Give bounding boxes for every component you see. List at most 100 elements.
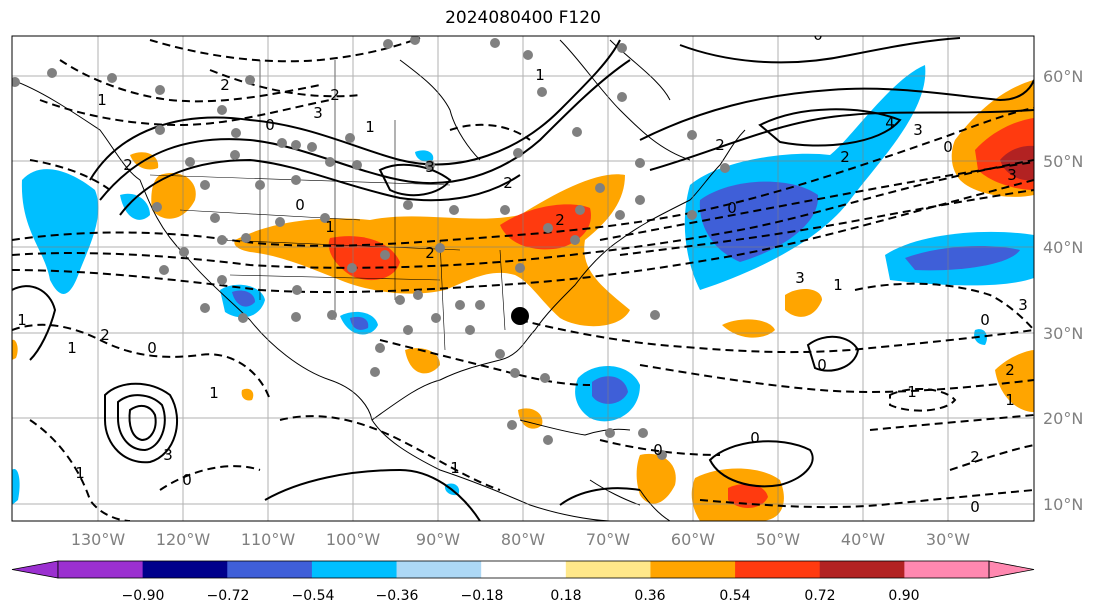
contour-label: 1 [450,459,460,477]
negative-contours [12,37,1034,521]
colorbar-tick: 0.36 [634,588,665,604]
latitude-labels: 60°N 50°N 40°N 30°N 20°N 10°N [1043,67,1083,514]
colorbar-segment [58,561,144,578]
contour-label: 0 [750,429,760,447]
colorbar-segment [311,561,398,578]
contour-label: 1 [209,384,219,402]
contour-label: 3 [795,269,805,287]
positive-contours [12,37,1034,521]
longitude-labels: 130°W 120°W 110°W 100°W 90°W 80°W 70°W 6… [71,530,970,549]
contour-label: 3 [163,446,173,464]
colorbar-tick: −0.18 [461,588,504,604]
contour-label: 1 [97,91,107,109]
lat-label-40n: 40°N [1043,238,1083,257]
contour-label: 1 [907,383,917,401]
lon-label-90w: 90°W [416,530,460,549]
lon-label-100w: 100°W [326,530,381,549]
lon-label-60w: 60°W [671,530,715,549]
contour-label: 0 [817,356,827,374]
lat-label-60n: 60°N [1043,67,1083,86]
contour-label: 0 [980,311,990,329]
lat-label-50n: 50°N [1043,152,1083,171]
contour-label: 0 [147,339,157,357]
contour-label: 0 [970,498,980,516]
state-borders [149,60,506,351]
coastlines [12,39,746,521]
contour-label: 0 [943,138,953,156]
contour-label: 2 [425,244,435,262]
lon-label-120w: 120°W [156,530,211,549]
colorbar-segment [142,561,228,578]
colorbar-ticks: −0.90 −0.72 −0.54 −0.36 −0.18 0.18 0.36 … [122,588,920,604]
storm-center-marker [511,307,529,325]
contour-label: 1 [365,118,375,136]
colorbar-segment [481,561,567,578]
contour-label: 3 [425,158,435,176]
contour-label: 2 [715,136,725,154]
lon-label-50w: 50°W [756,530,800,549]
map-title: 2024080400 F120 [445,8,601,28]
station-markers [12,36,730,460]
contour-label: 2 [330,86,340,104]
contour-label: 0 [182,471,192,489]
contour-label: 1 [833,276,843,294]
contour-label: 2 [100,326,110,344]
lon-label-80w: 80°W [501,530,545,549]
contour-label: 2 [503,174,513,192]
map-frame [11,35,1035,522]
colorbar-segment [227,561,313,578]
contour-label: 0 [813,26,823,44]
contour-label: 2 [970,448,980,466]
contour-label: 4 [885,114,895,132]
contour-label: 2 [555,211,565,229]
colorbar-segment [819,561,905,578]
contour-label: 1 [75,464,85,482]
contour-label: 1 [325,218,335,236]
colorbar-tick: −0.54 [292,588,335,604]
lon-label-30w: 30°W [926,530,970,549]
colorbar-tick: −0.72 [207,588,250,604]
colorbar-segment [735,561,821,578]
contour-label: 2 [840,148,850,166]
colorbar-frame [57,560,990,579]
contour-label: 3 [1007,166,1017,184]
contour-label: 1 [535,66,545,84]
colorbar-segment [565,561,651,578]
lat-label-10n: 10°N [1043,495,1083,514]
contour-label: 0 [653,441,663,459]
colorbar-segment [904,561,990,578]
contour-label: 3 [1018,296,1028,314]
contour-label: 1 [1005,391,1015,409]
lon-label-40w: 40°W [841,530,885,549]
contour-label: 2 [123,156,133,174]
lat-label-20n: 20°N [1043,409,1083,428]
lon-label-130w: 130°W [71,530,126,549]
contour-label: 3 [913,121,923,139]
contour-label: 0 [265,116,275,134]
lon-label-110w: 110°W [241,530,296,549]
colorbar-tick: 0.18 [550,588,581,604]
negative-anomaly-shading [12,65,1034,505]
lat-label-30n: 30°N [1043,324,1083,343]
colorbar [11,560,1035,579]
lon-label-70w: 70°W [586,530,630,549]
colorbar-tick: −0.90 [122,588,165,604]
contour-label: 1 [67,339,77,357]
colorbar-tick: −0.36 [376,588,419,604]
colorbar-tick: 0.90 [888,588,919,604]
colorbar-extend-high [988,560,1035,579]
colorbar-tick: 0.72 [804,588,835,604]
contour-label: 1 [17,311,27,329]
colorbar-extend-low [11,560,59,579]
contour-label: 0 [295,196,305,214]
contour-label: 0 [727,199,737,217]
contour-label: 3 [313,104,323,122]
contour-label: 2 [1005,361,1015,379]
colorbar-segment [396,561,482,578]
colorbar-tick: 0.54 [719,588,750,604]
contour-label: 2 [220,76,230,94]
colorbar-segment [650,561,736,578]
